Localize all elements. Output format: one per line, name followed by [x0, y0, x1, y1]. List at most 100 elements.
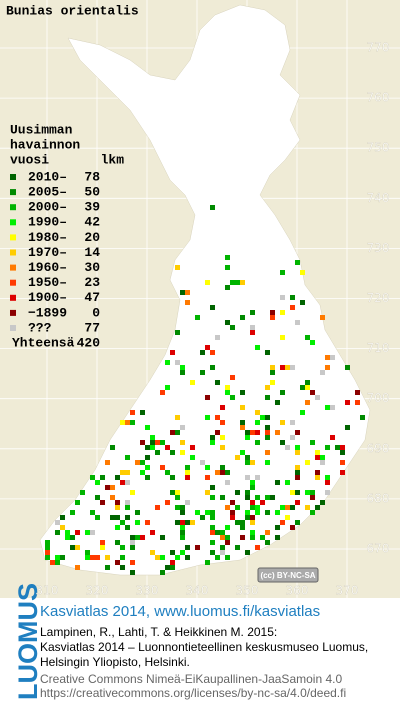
observation-square — [260, 500, 265, 505]
observation-square — [180, 510, 185, 515]
observation-square — [275, 480, 280, 485]
observation-square — [290, 435, 295, 440]
observation-square — [95, 480, 100, 485]
observation-square — [60, 525, 65, 530]
observation-square — [325, 475, 330, 480]
observation-square — [340, 445, 345, 450]
observation-square — [220, 545, 225, 550]
observation-square — [145, 520, 150, 525]
observation-square — [275, 400, 280, 405]
observation-square — [185, 500, 190, 505]
observation-square — [235, 455, 240, 460]
observation-square — [245, 475, 250, 480]
observation-square — [190, 380, 195, 385]
observation-square — [100, 545, 105, 550]
observation-square — [275, 525, 280, 530]
observation-square — [140, 410, 145, 415]
observation-square — [180, 530, 185, 535]
observation-square — [325, 480, 330, 485]
license-url[interactable]: https://creativecommons.org/licenses/by-… — [40, 686, 346, 700]
y-tick-label: 740 — [367, 191, 390, 205]
observation-square — [45, 545, 50, 550]
legend-header: vuosi — [10, 152, 49, 167]
observation-square — [165, 470, 170, 475]
citation: Kasviatlas 2014 – Luonnontieteellinen ke… — [40, 640, 368, 654]
observation-square — [60, 515, 65, 520]
observation-square — [255, 505, 260, 510]
observation-square — [120, 555, 125, 560]
observation-square — [230, 375, 235, 380]
observation-square — [255, 475, 260, 480]
observation-square — [245, 510, 250, 515]
legend-swatch — [10, 174, 16, 180]
observation-square — [205, 475, 210, 480]
observation-square — [125, 420, 130, 425]
y-tick-label: 720 — [367, 291, 390, 305]
observation-square — [280, 310, 285, 315]
observation-square — [305, 335, 310, 340]
observation-square — [135, 535, 140, 540]
observation-square — [250, 485, 255, 490]
observation-square — [240, 390, 245, 395]
observation-square — [280, 365, 285, 370]
y-tick-label: 750 — [367, 141, 390, 155]
observation-square — [170, 450, 175, 455]
observation-square — [205, 465, 210, 470]
observation-square — [205, 415, 210, 420]
observation-square — [305, 460, 310, 465]
observation-square — [250, 535, 255, 540]
y-tick-label: 730 — [367, 241, 390, 255]
observation-square — [130, 540, 135, 545]
observation-square — [230, 510, 235, 515]
observation-square — [220, 530, 225, 535]
legend-count: 77 — [84, 320, 100, 335]
x-tick-label: 370 — [336, 584, 359, 598]
y-tick-label: 700 — [367, 391, 390, 405]
observation-square — [210, 530, 215, 535]
observation-square — [225, 320, 230, 325]
observation-square — [185, 520, 190, 525]
observation-square — [85, 530, 90, 535]
observation-square — [70, 535, 75, 540]
observation-square — [310, 340, 315, 345]
observation-square — [115, 500, 120, 505]
observation-square — [210, 485, 215, 490]
observation-square — [265, 450, 270, 455]
observation-square — [185, 545, 190, 550]
observation-square — [130, 490, 135, 495]
observation-square — [170, 350, 175, 355]
observation-square — [130, 570, 135, 575]
legend-label: 1980– — [28, 230, 67, 245]
observation-square — [325, 445, 330, 450]
atlas-link[interactable]: Kasviatlas 2014, www.luomus.fi/kasviatla… — [40, 603, 320, 620]
observation-square — [200, 460, 205, 465]
observation-square — [250, 505, 255, 510]
observation-square — [295, 260, 300, 265]
observation-square — [180, 370, 185, 375]
observation-square — [225, 390, 230, 395]
observation-square — [245, 490, 250, 495]
observation-square — [210, 495, 215, 500]
observation-square — [325, 405, 330, 410]
observation-square — [165, 565, 170, 570]
observation-square — [295, 520, 300, 525]
observation-square — [215, 555, 220, 560]
observation-square — [210, 365, 215, 370]
y-tick-label: 770 — [367, 41, 390, 55]
observation-square — [310, 510, 315, 515]
observation-square — [265, 540, 270, 545]
observation-square — [315, 470, 320, 475]
observation-square — [125, 525, 130, 530]
observation-square — [315, 455, 320, 460]
observation-square — [125, 505, 130, 510]
observation-square — [105, 555, 110, 560]
observation-square — [305, 490, 310, 495]
observation-square — [115, 515, 120, 520]
observation-square — [240, 450, 245, 455]
observation-square — [300, 385, 305, 390]
observation-square — [225, 480, 230, 485]
observation-square — [305, 505, 310, 510]
observation-square — [260, 415, 265, 420]
observation-square — [140, 535, 145, 540]
observation-square — [115, 540, 120, 545]
